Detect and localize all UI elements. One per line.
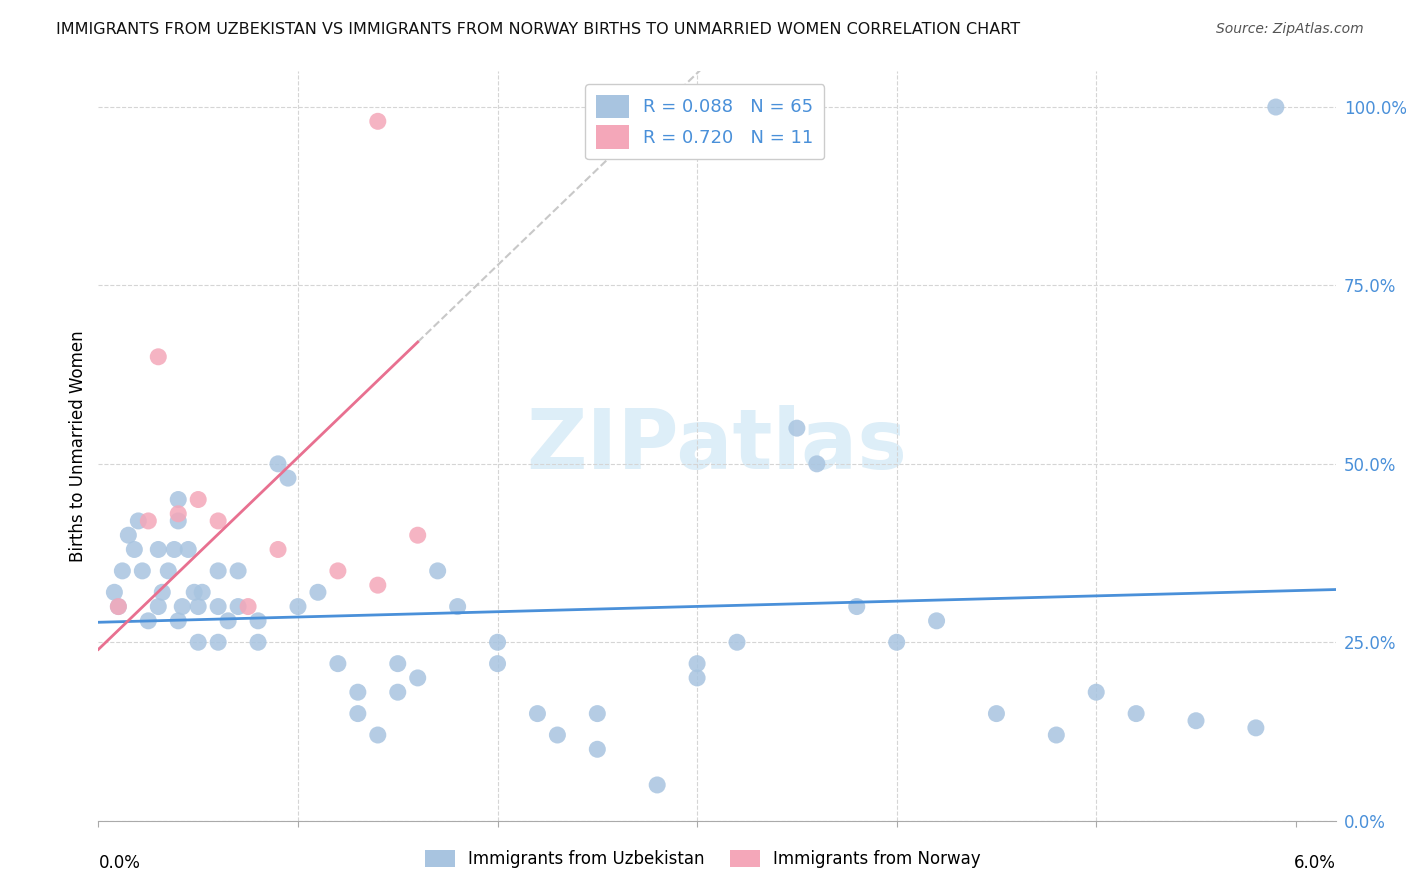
Point [446, 599, 468, 614]
Point [586, 742, 609, 756]
Point [148, 599, 170, 614]
Point [486, 635, 509, 649]
Point [845, 599, 868, 614]
Point [1045, 728, 1067, 742]
Point [526, 706, 548, 721]
Point [207, 635, 229, 649]
Point [163, 542, 186, 557]
Point [117, 528, 139, 542]
Point [387, 657, 409, 671]
Point [1185, 714, 1208, 728]
Point [148, 542, 170, 557]
Point [127, 514, 149, 528]
Point [426, 564, 449, 578]
Text: 0.0%: 0.0% [98, 855, 141, 872]
Legend: Immigrants from Uzbekistan, Immigrants from Norway: Immigrants from Uzbekistan, Immigrants f… [419, 843, 987, 875]
Point [167, 492, 190, 507]
Point [307, 585, 329, 599]
Point [167, 507, 190, 521]
Text: Source: ZipAtlas.com: Source: ZipAtlas.com [1216, 22, 1364, 37]
Y-axis label: Births to Unmarried Women: Births to Unmarried Women [69, 330, 87, 562]
Text: 6.0%: 6.0% [1294, 855, 1336, 872]
Point [136, 614, 159, 628]
Point [124, 542, 146, 557]
Point [111, 564, 134, 578]
Point [172, 599, 194, 614]
Point [157, 564, 180, 578]
Point [187, 492, 209, 507]
Point [277, 471, 299, 485]
Point [406, 528, 429, 542]
Point [406, 671, 429, 685]
Point [367, 114, 389, 128]
Point [645, 778, 668, 792]
Point [103, 585, 125, 599]
Point [267, 542, 290, 557]
Point [131, 564, 153, 578]
Point [177, 542, 200, 557]
Point [586, 706, 609, 721]
Point [148, 350, 170, 364]
Point [150, 585, 173, 599]
Point [187, 599, 209, 614]
Point [236, 599, 259, 614]
Point [217, 614, 239, 628]
Point [167, 614, 190, 628]
Point [207, 564, 229, 578]
Point [136, 514, 159, 528]
Point [347, 685, 370, 699]
Point [806, 457, 828, 471]
Point [226, 564, 249, 578]
Point [686, 657, 709, 671]
Legend: R = 0.088   N = 65, R = 0.720   N = 11: R = 0.088 N = 65, R = 0.720 N = 11 [585, 84, 824, 160]
Point [191, 585, 214, 599]
Point [107, 599, 129, 614]
Point [725, 635, 748, 649]
Point [247, 635, 270, 649]
Point [786, 421, 808, 435]
Point [686, 671, 709, 685]
Point [546, 728, 568, 742]
Point [1085, 685, 1108, 699]
Point [287, 599, 309, 614]
Point [1264, 100, 1286, 114]
Point [486, 657, 509, 671]
Point [986, 706, 1008, 721]
Text: IMMIGRANTS FROM UZBEKISTAN VS IMMIGRANTS FROM NORWAY BIRTHS TO UNMARRIED WOMEN C: IMMIGRANTS FROM UZBEKISTAN VS IMMIGRANTS… [56, 22, 1021, 37]
Point [886, 635, 908, 649]
Text: ZIPatlas: ZIPatlas [527, 406, 907, 486]
Point [267, 457, 290, 471]
Point [1244, 721, 1267, 735]
Point [326, 657, 349, 671]
Point [387, 685, 409, 699]
Point [347, 706, 370, 721]
Point [107, 599, 129, 614]
Point [226, 599, 249, 614]
Point [247, 614, 270, 628]
Point [925, 614, 948, 628]
Point [207, 514, 229, 528]
Point [207, 599, 229, 614]
Point [183, 585, 205, 599]
Point [367, 728, 389, 742]
Point [187, 635, 209, 649]
Point [167, 514, 190, 528]
Point [367, 578, 389, 592]
Point [1125, 706, 1147, 721]
Point [326, 564, 349, 578]
